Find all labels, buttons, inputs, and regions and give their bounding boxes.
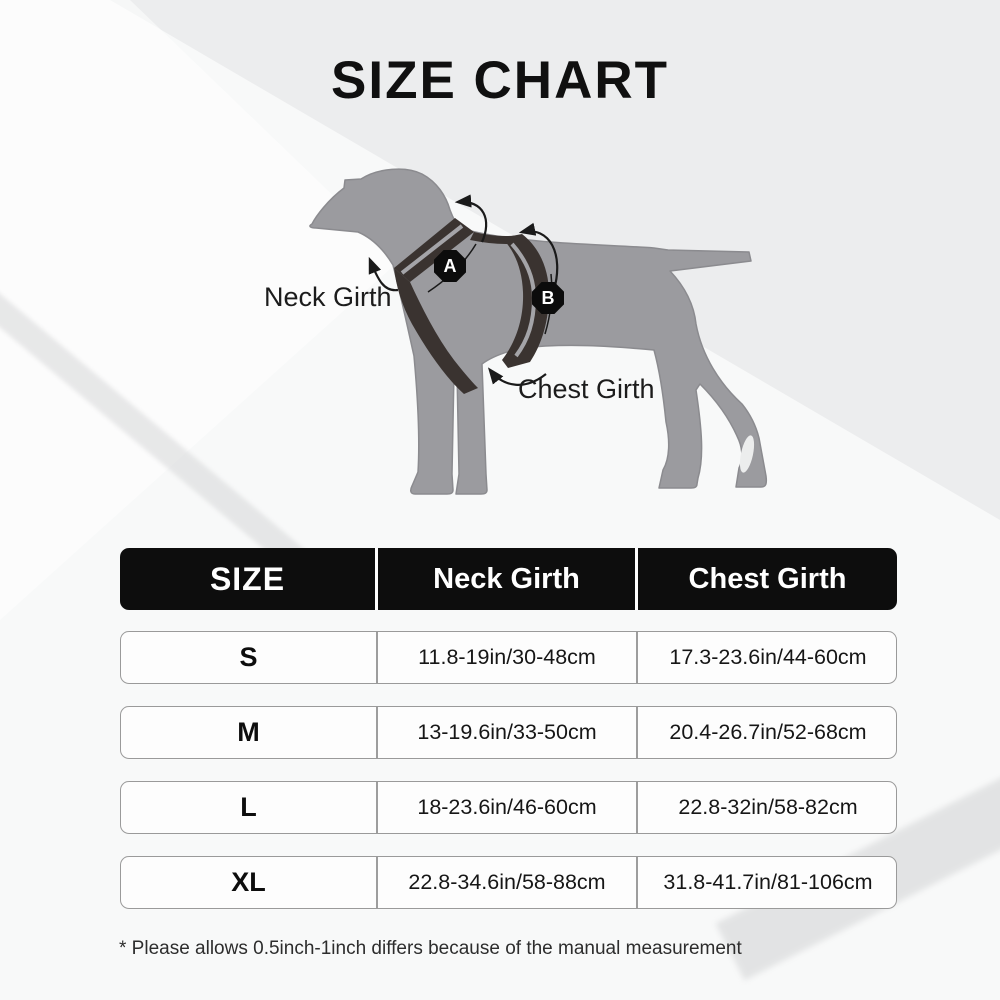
row-neck-value: 13-19.6in/33-50cm xyxy=(376,707,636,758)
table-header-row: SIZE Neck Girth Chest Girth xyxy=(120,548,897,610)
table-row: S 11.8-19in/30-48cm 17.3-23.6in/44-60cm xyxy=(120,631,897,684)
row-size-value: XL xyxy=(231,867,266,897)
row-chest-value: 20.4-26.7in/52-68cm xyxy=(636,707,898,758)
row-chest-value: 17.3-23.6in/44-60cm xyxy=(636,632,898,683)
row-size-value: S xyxy=(239,642,258,672)
row-chest-value: 31.8-41.7in/81-106cm xyxy=(636,857,898,908)
header-size: SIZE xyxy=(209,560,286,597)
chest-girth-label: Chest Girth xyxy=(518,374,655,404)
table-row: L 18-23.6in/46-60cm 22.8-32in/58-82cm xyxy=(120,781,897,834)
row-neck-value: 22.8-34.6in/58-88cm xyxy=(376,857,636,908)
neck-girth-label: Neck Girth xyxy=(264,282,392,312)
row-chest-value: 22.8-32in/58-82cm xyxy=(636,782,898,833)
header-chest-girth: Chest Girth xyxy=(635,548,897,610)
row-size-value: L xyxy=(240,792,257,822)
measurement-footnote: * Please allows 0.5inch-1inch differs be… xyxy=(119,938,742,959)
neck-girth-badge: A xyxy=(434,250,466,282)
row-neck-value: 18-23.6in/46-60cm xyxy=(376,782,636,833)
chest-girth-badge: B xyxy=(532,282,564,314)
size-table: SIZE Neck Girth Chest Girth S 11.8-19in/… xyxy=(120,548,897,931)
dog-silhouette-with-harness-icon xyxy=(309,168,768,495)
row-neck-value: 11.8-19in/30-48cm xyxy=(376,632,636,683)
table-row: XL 22.8-34.6in/58-88cm 31.8-41.7in/81-10… xyxy=(120,856,897,909)
row-size-value: M xyxy=(237,717,260,747)
page-title: SIZE CHART xyxy=(331,51,669,110)
table-row: M 13-19.6in/33-50cm 20.4-26.7in/52-68cm xyxy=(120,706,897,759)
header-neck-girth: Neck Girth xyxy=(375,548,635,610)
